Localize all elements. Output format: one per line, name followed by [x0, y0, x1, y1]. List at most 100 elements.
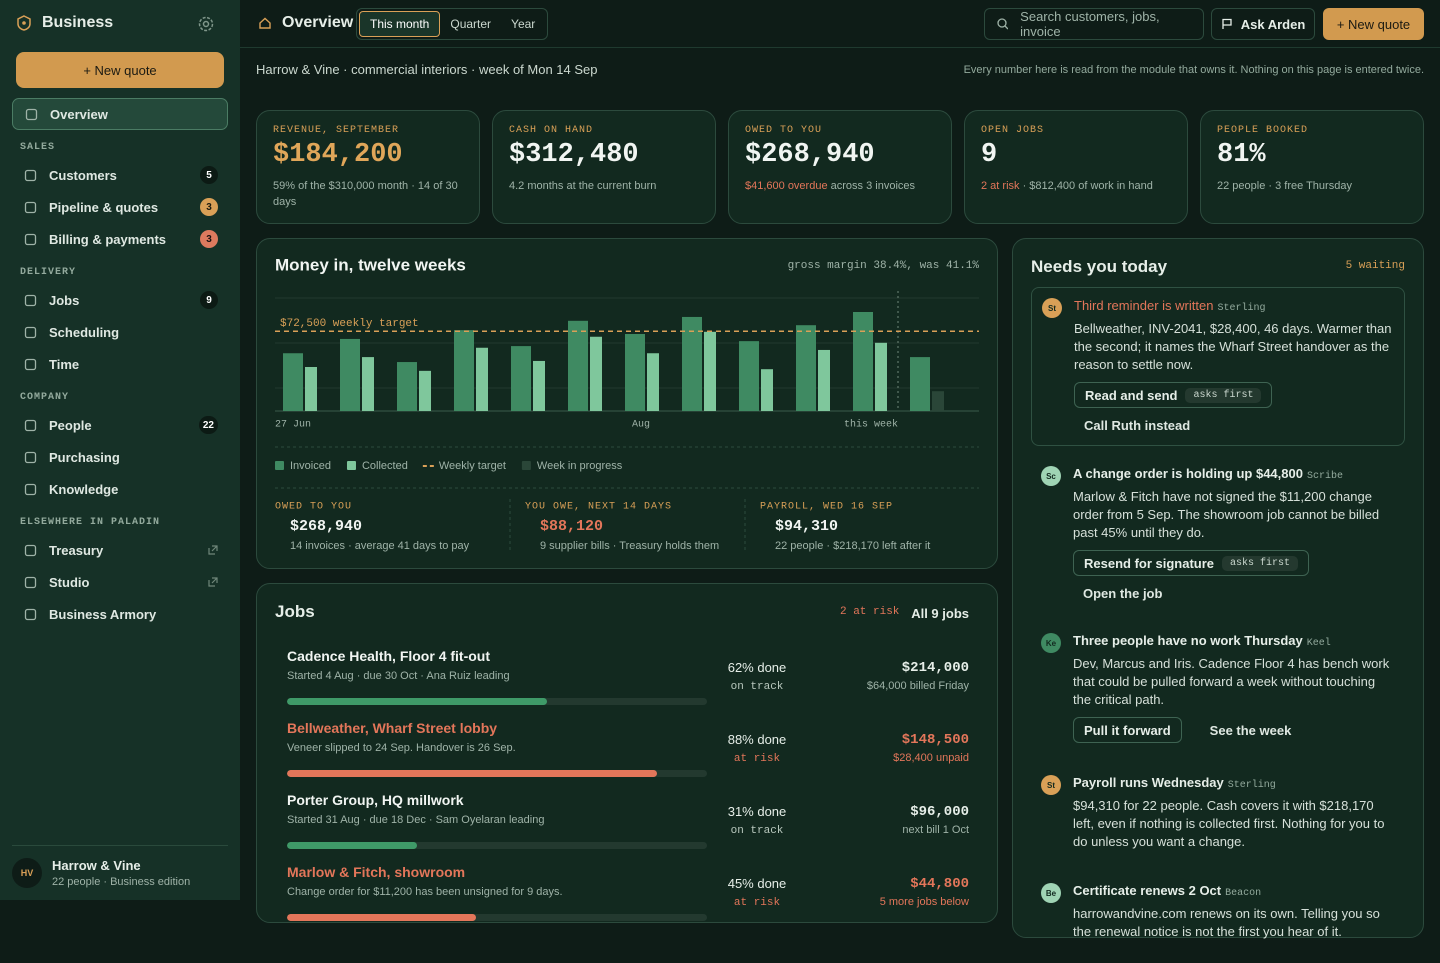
- kpi-card: CASH ON HAND $312,480 4.2 months at the …: [492, 110, 716, 224]
- nav-label: Scheduling: [49, 324, 120, 340]
- kpi-note: 22 people · 3 free Thursday: [1217, 178, 1407, 194]
- nav-item[interactable]: Time: [12, 348, 228, 380]
- bar: [340, 338, 360, 411]
- nav-label: Overview: [50, 106, 108, 122]
- action-button[interactable]: Open the job: [1073, 586, 1172, 601]
- brand-name: Business: [42, 14, 114, 31]
- job-row[interactable]: Bellweather, Wharf Street lobby Veneer s…: [287, 720, 969, 790]
- bar: [305, 367, 317, 411]
- need-head: Payroll runs Wednesday Sterling: [1073, 775, 1393, 791]
- external-icon: [208, 545, 218, 555]
- action-button[interactable]: Resend for signature asks first: [1073, 550, 1310, 576]
- new-quote-button[interactable]: + New quote: [16, 52, 224, 88]
- nav-icon: [24, 576, 37, 588]
- nav-item[interactable]: Jobs 9: [12, 284, 228, 316]
- kpi-card: REVENUE, SEPTEMBER $184,200 59% of the $…: [256, 110, 480, 224]
- account[interactable]: HV Harrow & Vine 22 people · Business ed…: [12, 845, 228, 888]
- period-tabs: This month Quarter Year: [356, 8, 549, 40]
- search[interactable]: Search customers, jobs, invoice: [984, 8, 1204, 40]
- need-actions: Pull it forward See the week: [1073, 717, 1393, 743]
- need-head: Three people have no work Thursday Keel: [1073, 633, 1393, 649]
- kpi-note-text: 22 people · 3 free Thursday: [1217, 180, 1352, 192]
- x-tick-label: Aug: [632, 420, 650, 431]
- nav-item[interactable]: People 22: [12, 409, 228, 441]
- bar: [796, 325, 816, 411]
- main: Overview This month Quarter Year Search cu…: [240, 0, 1440, 939]
- summary-value: $94,310: [775, 518, 838, 535]
- nav-label: Billing & payments: [49, 231, 167, 247]
- summary-note: 14 invoices · average 41 days to pay: [290, 540, 470, 552]
- action-label: Read and send: [1085, 387, 1178, 403]
- brand-icon: [17, 15, 31, 31]
- nav-item[interactable]: Purchasing: [12, 441, 228, 473]
- settings-button[interactable]: [197, 15, 215, 33]
- action-button[interactable]: Pull it forward: [1073, 717, 1182, 743]
- job-row[interactable]: Marlow & Fitch, showroom Change order fo…: [287, 864, 969, 934]
- kpi-note-text: 4.2 months at the current burn: [509, 180, 657, 192]
- period-tab[interactable]: Quarter: [450, 17, 492, 31]
- nav-label: People: [49, 417, 92, 433]
- external-icon: [208, 577, 218, 587]
- action-button[interactable]: Call Ruth instead: [1074, 418, 1200, 433]
- job-row[interactable]: Cadence Health, Floor 4 fit-out Started …: [287, 648, 969, 718]
- nav-badge: 3: [200, 230, 218, 248]
- kpi-note: 2 at risk · $812,400 of work in hand: [981, 178, 1171, 194]
- need-source: Beacon: [1225, 888, 1262, 899]
- job-amount: $148,500 $28,400 unpaid: [893, 732, 969, 764]
- job-name: Marlow & Fitch, showroom: [287, 864, 466, 880]
- x-tick-label: this week: [844, 419, 898, 431]
- nav-badge: 22: [198, 416, 218, 434]
- legend-swatch: [521, 461, 531, 470]
- job-status: on track: [730, 825, 784, 837]
- job-sub: Change order for $11,200 has been unsign…: [287, 886, 563, 898]
- nav-item[interactable]: Business Armory: [12, 598, 228, 630]
- page: Overview { "sidebar": { "brand": "Busine…: [0, 0, 1440, 939]
- nav-item[interactable]: Pipeline & quotes 3: [12, 191, 228, 223]
- account-text: Harrow & Vine 22 people · Business editi…: [52, 858, 190, 888]
- nav-section: ELSEWHERE IN PALADIN: [20, 517, 161, 528]
- chart-note: gross margin 38.4%, was 41.1%: [788, 260, 980, 272]
- nav-item[interactable]: Knowledge: [12, 473, 228, 505]
- need-source: Keel: [1306, 638, 1331, 649]
- bar: [283, 353, 303, 411]
- action-label: See the week: [1209, 722, 1292, 738]
- nav-label: Time: [49, 356, 80, 372]
- nav-label: Customers: [49, 167, 117, 183]
- kpi-note: $41,600 overdue across 3 invoices: [745, 178, 935, 194]
- nav-item[interactable]: Overview: [12, 98, 228, 130]
- summary-value: $268,940: [290, 518, 362, 535]
- job-status: at risk: [733, 753, 781, 765]
- bar: [739, 341, 759, 411]
- period-tab[interactable]: This month: [359, 11, 441, 37]
- job-progress: 62% done on track: [727, 660, 787, 693]
- job-row[interactable]: Porter Group, HQ millwork Started 31 Aug…: [287, 792, 969, 862]
- action-button[interactable]: See the week: [1200, 723, 1302, 738]
- agent-avatar: Ke: [1041, 633, 1061, 653]
- amount-note: $28,400 unpaid: [893, 752, 969, 764]
- action-button[interactable]: Read and send asks first: [1074, 382, 1273, 408]
- progress-track: [287, 914, 707, 921]
- ask-label: Ask Arden: [1240, 16, 1306, 32]
- kpi-value: 9: [981, 140, 998, 170]
- page-title: Overview: [258, 14, 353, 32]
- need-title: Three people have no work Thursday: [1073, 633, 1303, 648]
- progress-track: [287, 698, 707, 705]
- need-body: Dev, Marcus and Iris. Cadence Floor 4 ha…: [1073, 656, 1390, 707]
- nav-item[interactable]: Treasury: [12, 534, 228, 566]
- nav-label: Purchasing: [49, 449, 120, 465]
- bar: [590, 336, 602, 411]
- need-head: Third reminder is written Sterling: [1074, 298, 1392, 314]
- kpi-label: CASH ON HAND: [509, 125, 594, 136]
- nav-item[interactable]: Billing & payments 3: [12, 223, 228, 255]
- bar: [625, 334, 645, 411]
- nav-icon: [24, 544, 37, 556]
- nav-item[interactable]: Studio: [12, 566, 228, 598]
- nav-item[interactable]: Scheduling: [12, 316, 228, 348]
- nav-section: COMPANY: [20, 392, 70, 403]
- new-quote-button[interactable]: + New quote: [1323, 8, 1424, 40]
- all-jobs-link[interactable]: All 9 jobs: [911, 606, 969, 621]
- nav-badge: 5: [200, 166, 218, 184]
- period-tab[interactable]: Year: [511, 17, 536, 31]
- ask-button[interactable]: Ask Arden: [1211, 8, 1315, 40]
- nav-item[interactable]: Customers 5: [12, 159, 228, 191]
